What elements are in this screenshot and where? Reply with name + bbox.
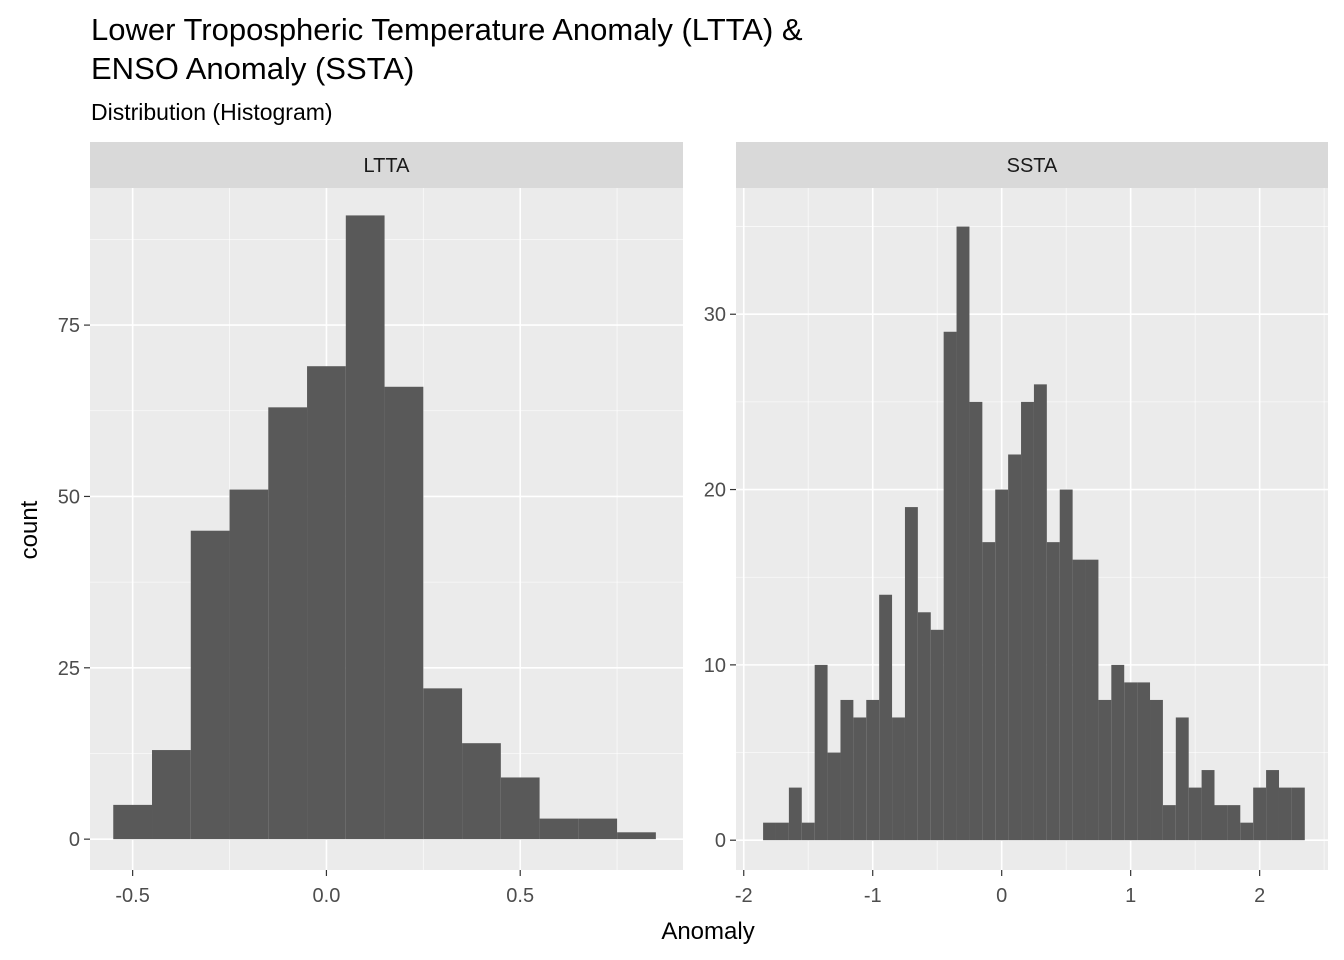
ltta-histogram-bar xyxy=(268,407,308,840)
ssta-histogram-bar xyxy=(1021,401,1034,841)
ssta-histogram-bar xyxy=(1175,717,1189,841)
ssta-histogram-bar xyxy=(1150,699,1163,841)
ltta-histogram-bar xyxy=(190,530,230,840)
ssta-histogram-bar xyxy=(1111,664,1125,841)
y-axis-title: count xyxy=(16,500,43,559)
ssta-x-tick-label: -2 xyxy=(735,885,753,907)
ssta-histogram-bar xyxy=(956,226,970,841)
ssta-histogram-bar xyxy=(1214,805,1228,841)
ltta-histogram-bar xyxy=(578,818,618,840)
ltta-x-tick-label: 0.0 xyxy=(313,885,341,907)
ssta-histogram-bar xyxy=(866,699,880,841)
ssta-histogram-bar xyxy=(1253,787,1267,841)
ltta-histogram-bar xyxy=(345,215,385,840)
ssta-histogram-bar xyxy=(1188,787,1202,841)
ssta-histogram-bar xyxy=(1046,542,1060,841)
ltta-y-tick-label: 50 xyxy=(58,486,80,508)
ltta-facet-strip xyxy=(90,142,683,188)
ltta-x-tick-label: -0.5 xyxy=(115,885,149,907)
ltta-histogram-bar xyxy=(384,386,424,840)
ssta-histogram-bar xyxy=(969,401,983,841)
ltta-facet-label: LTTA xyxy=(364,155,411,177)
ssta-histogram-bar xyxy=(1098,699,1112,841)
ssta-x-tick-label: 0 xyxy=(996,885,1007,907)
ssta-histogram-bar xyxy=(853,717,867,841)
ssta-histogram-bar xyxy=(943,331,957,841)
ltta-histogram-bar xyxy=(617,832,656,840)
ssta-histogram-bar xyxy=(827,752,841,841)
ssta-histogram-bar xyxy=(801,822,815,841)
ssta-histogram-bar xyxy=(904,507,918,841)
ssta-histogram-bar xyxy=(1227,805,1241,841)
ssta-histogram-bar xyxy=(1033,384,1047,841)
ssta-y-tick-label: 30 xyxy=(704,304,726,326)
ssta-histogram-bar xyxy=(775,822,789,841)
ltta-y-tick-label: 25 xyxy=(58,658,80,680)
ltta-histogram-bar xyxy=(539,818,579,840)
ltta-y-tick-label: 0 xyxy=(69,829,80,851)
ltta-y-tick-label: 75 xyxy=(58,315,80,337)
ssta-histogram-bar xyxy=(1008,454,1022,841)
chart-subtitle: Distribution (Histogram) xyxy=(91,99,333,125)
ssta-histogram-bar xyxy=(1085,559,1099,841)
ssta-y-tick-label: 20 xyxy=(704,480,726,502)
ltta-histogram-bar xyxy=(462,743,501,840)
ssta-histogram-bar xyxy=(1240,822,1254,841)
ltta-histogram-bar xyxy=(229,489,269,840)
ssta-histogram-bar xyxy=(1291,787,1305,841)
ssta-histogram-bar xyxy=(1124,682,1138,841)
ssta-histogram-bar xyxy=(1072,559,1086,841)
x-axis-title: Anomaly xyxy=(661,918,754,945)
chart-title: Lower Tropospheric Temperature Anomaly (… xyxy=(91,12,803,86)
ssta-histogram-bar xyxy=(879,594,893,841)
ssta-histogram-bar xyxy=(840,699,854,841)
ssta-y-tick-label: 0 xyxy=(715,830,726,852)
ltta-histogram-bar xyxy=(152,750,191,840)
ltta-histogram-bar xyxy=(113,804,153,840)
ssta-histogram-bar xyxy=(892,717,905,841)
ssta-x-tick-label: 2 xyxy=(1254,885,1265,907)
ssta-histogram-bar xyxy=(763,822,776,841)
ssta-facet-strip xyxy=(736,142,1328,188)
ltta-histogram-bar xyxy=(500,777,540,840)
ssta-histogram-bar xyxy=(1201,770,1215,841)
ssta-y-tick-label: 10 xyxy=(704,655,726,677)
ssta-x-tick-label: -1 xyxy=(864,885,882,907)
ssta-histogram-bar xyxy=(1278,787,1292,841)
ltta-histogram-bar xyxy=(423,688,463,840)
ssta-histogram-bar xyxy=(1266,770,1279,841)
ssta-histogram-bar xyxy=(930,629,944,841)
ssta-x-tick-label: 1 xyxy=(1125,885,1136,907)
ltta-x-tick-label: 0.5 xyxy=(506,885,534,907)
ssta-histogram-bar xyxy=(1059,489,1073,841)
ssta-histogram-bar xyxy=(1162,805,1176,841)
ssta-histogram-bar xyxy=(1137,682,1151,841)
ssta-histogram-bar xyxy=(917,612,931,841)
ssta-histogram-bar xyxy=(982,542,996,841)
ssta-histogram-bar xyxy=(788,787,802,841)
ssta-histogram-bar xyxy=(995,489,1009,841)
ssta-histogram-bar xyxy=(814,664,828,841)
ltta-histogram-bar xyxy=(307,366,346,840)
ssta-facet-label: SSTA xyxy=(1007,155,1058,177)
